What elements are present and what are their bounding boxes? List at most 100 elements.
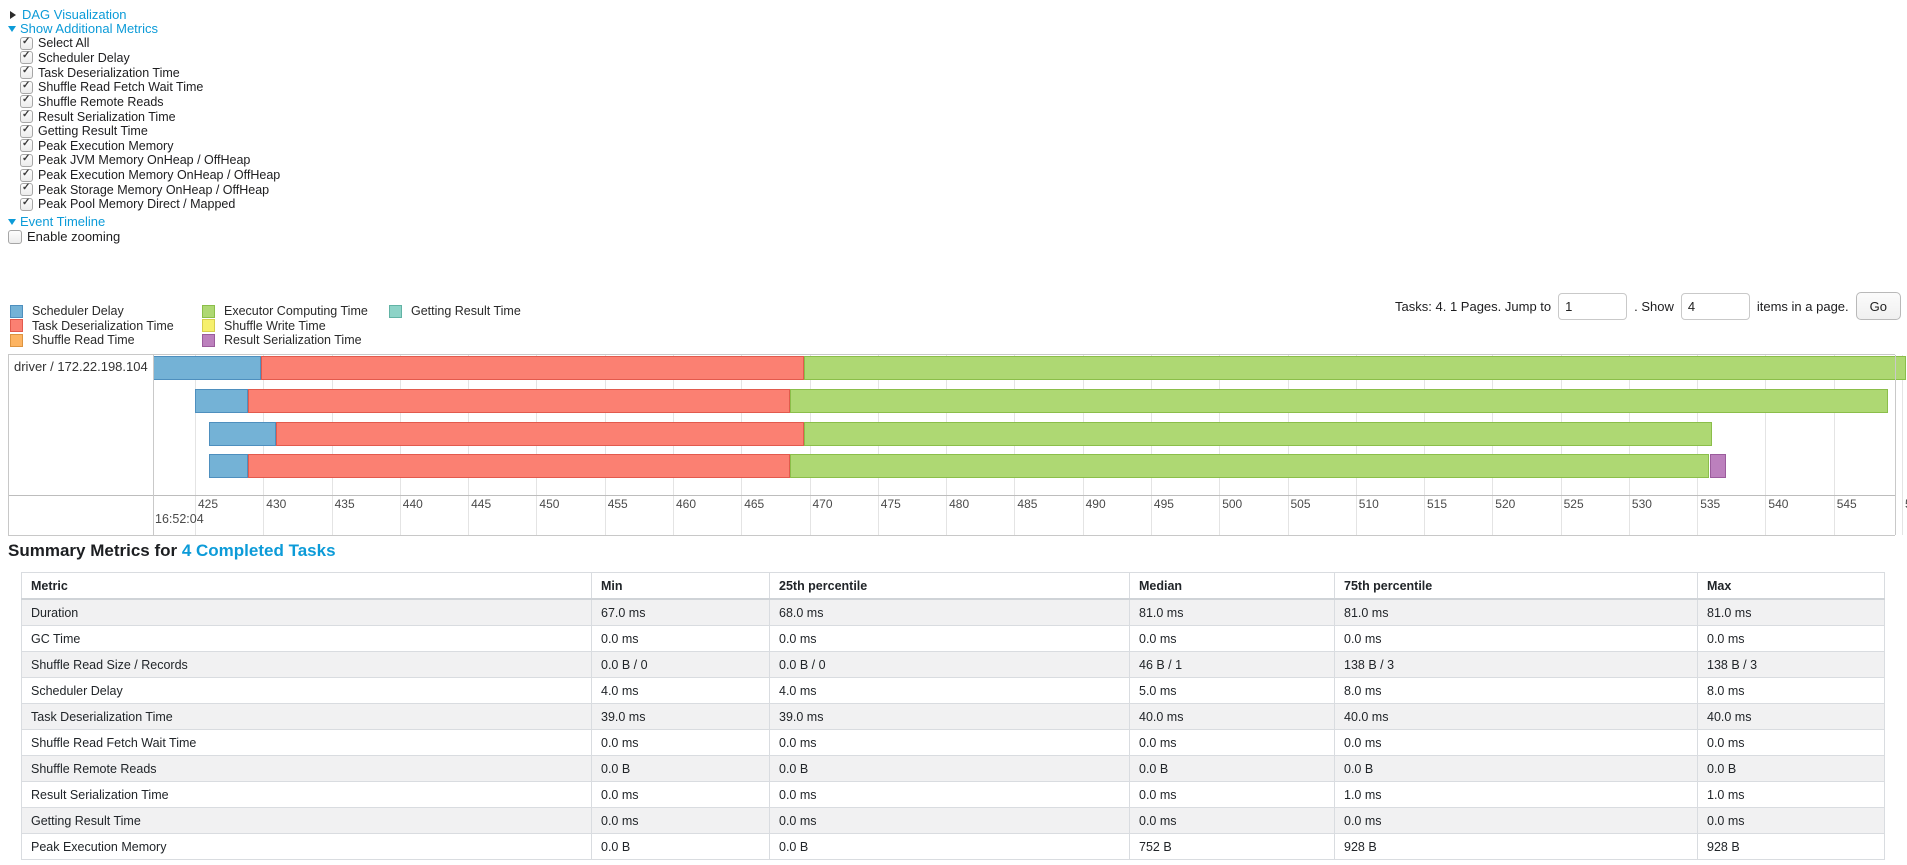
metric-list-item: Peak Execution Memory xyxy=(20,138,280,153)
table-row: Result Serialization Time 0.0 ms 0.0 ms 0.0… xyxy=(21,781,1885,808)
timeline-axis-line xyxy=(9,495,1895,496)
task-bar-segment-task-deserialization[interactable] xyxy=(275,421,805,446)
collapsed-arrow-icon xyxy=(10,10,16,19)
task-bar-segment-executor-computing[interactable] xyxy=(804,421,1713,446)
table-row: GC Time 0.0 ms 0.0 ms 0.0 ms 0.0 ms 0.0 ms xyxy=(21,625,1885,652)
metric-checkbox[interactable] xyxy=(20,109,33,124)
items-per-page-input[interactable] xyxy=(1680,292,1750,320)
show-additional-metrics-toggle[interactable]: Show Additional Metrics xyxy=(8,21,158,36)
executor-label-cell: driver / 172.22.198.104 xyxy=(9,355,153,495)
metric-checkbox-label: Peak Execution Memory OnHeap / OffHeap xyxy=(38,168,281,183)
axis-tick-label: 430 xyxy=(266,497,287,511)
table-cell: 138 B / 3 xyxy=(1697,651,1885,678)
table-cell: 67.0 ms xyxy=(591,598,770,626)
task-bar-segment-task-deserialization[interactable] xyxy=(248,454,791,478)
axis-tick-label: 495 xyxy=(1153,497,1174,511)
axis-tick-label: 455 xyxy=(607,497,628,511)
task-bar-segment-executor-computing[interactable] xyxy=(804,356,1907,380)
metric-checkbox[interactable] xyxy=(20,168,33,182)
result-serialization-swatch-icon xyxy=(202,333,215,347)
scheduler-delay-swatch-icon xyxy=(10,304,23,318)
task-bar-segment-executor-computing[interactable] xyxy=(790,389,1889,413)
table-header-cell: 75th percentile xyxy=(1334,572,1698,600)
legend-label: Scheduler Delay xyxy=(32,304,124,319)
table-row: Task Deserialization Time 39.0 ms 39.0 ms 4… xyxy=(21,703,1885,730)
axis-gridline xyxy=(1902,355,1903,535)
summary-title-prefix: Summary Metrics for xyxy=(8,541,182,560)
metric-checkbox[interactable] xyxy=(20,80,33,94)
table-cell: 40.0 ms xyxy=(1697,703,1885,730)
axis-tick-label: 485 xyxy=(1017,497,1038,511)
table-cell: 0.0 ms xyxy=(769,781,1130,808)
summary-metrics-title: Summary Metrics for 4 Completed Tasks xyxy=(8,541,336,561)
metric-checkbox-label: Result Serialization Time xyxy=(38,109,176,124)
axis-tick-label: 440 xyxy=(402,497,423,511)
task-bar-segment-task-deserialization[interactable] xyxy=(260,356,804,380)
table-cell: 5.0 ms xyxy=(1129,677,1335,704)
enable-zooming-checkbox[interactable] xyxy=(8,229,22,244)
metric-checkbox[interactable] xyxy=(20,65,33,80)
metric-checkbox-label: Peak JVM Memory OnHeap / OffHeap xyxy=(38,153,251,168)
table-body: Duration 67.0 ms 68.0 ms 81.0 ms 81.0 ms 81.0… xyxy=(21,598,1885,860)
task-bar-segment-scheduler-delay[interactable] xyxy=(153,356,261,380)
axis-tick-label: 510 xyxy=(1358,497,1379,511)
metric-checkbox-label: Peak Execution Memory xyxy=(38,138,174,153)
metric-checkbox[interactable] xyxy=(20,138,33,153)
task-bar-segment-task-deserialization[interactable] xyxy=(248,389,791,413)
task-bar-segment-scheduler-delay[interactable] xyxy=(208,454,249,478)
legend-label: Executor Computing Time xyxy=(224,304,368,319)
axis-tick-label: 505 xyxy=(1290,497,1311,511)
metric-list-item: Peak Execution Memory OnHeap / OffHeap xyxy=(20,168,280,183)
axis-gridline xyxy=(1765,355,1767,535)
metric-checkbox[interactable] xyxy=(20,197,33,211)
jump-to-page-input[interactable] xyxy=(1558,292,1628,320)
dag-visualization-link[interactable]: DAG Visualization xyxy=(22,7,127,22)
table-header-cell: 25th percentile xyxy=(769,572,1130,600)
table-cell: 0.0 ms xyxy=(1697,807,1885,834)
table-cell: 0.0 B xyxy=(591,755,770,782)
legend-item: Task Deserialization Time xyxy=(10,319,174,334)
axis-tick-label: 435 xyxy=(334,497,355,511)
table-cell: 0.0 ms xyxy=(591,807,770,834)
axis-gridline xyxy=(1833,355,1835,535)
table-cell: 0.0 ms xyxy=(1129,807,1335,834)
axis-tick-label: 525 xyxy=(1563,497,1584,511)
table-cell: Duration xyxy=(21,598,592,626)
axis-tick-label: 535 xyxy=(1700,497,1721,511)
table-cell: Scheduler Delay xyxy=(21,677,592,704)
event-timeline-link[interactable]: Event Timeline xyxy=(20,214,106,229)
table-cell: 46 B / 1 xyxy=(1129,651,1335,678)
task-bar-segment-executor-computing[interactable] xyxy=(790,454,1710,478)
shuffle-read-swatch-icon xyxy=(10,333,23,347)
axis-tick-label: 425 xyxy=(198,497,219,511)
shuffle-write-swatch-icon xyxy=(202,319,215,333)
table-cell: 0.0 ms xyxy=(591,781,770,808)
task-bar-segment-scheduler-delay[interactable] xyxy=(195,389,249,413)
metric-checkbox[interactable] xyxy=(20,182,33,197)
metric-checkbox[interactable] xyxy=(20,124,33,138)
show-additional-metrics-link[interactable]: Show Additional Metrics xyxy=(20,21,159,36)
metric-checkbox[interactable] xyxy=(20,94,33,109)
table-cell: 40.0 ms xyxy=(1334,703,1698,730)
metric-list-item: Getting Result Time xyxy=(20,124,280,139)
metric-checkbox[interactable] xyxy=(20,50,33,65)
metric-checkbox[interactable] xyxy=(20,153,33,167)
completed-tasks-link[interactable]: 4 Completed Tasks xyxy=(181,541,336,560)
legend-item: Executor Computing Time xyxy=(202,304,368,319)
timeline-bars-area: 425 430 435 440 445 450 455 460 465 470 475 480 485 4… xyxy=(153,355,1907,535)
table-cell: Result Serialization Time xyxy=(21,781,592,808)
table-cell: Shuffle Read Size / Records xyxy=(21,651,592,678)
table-cell: 0.0 ms xyxy=(1334,807,1698,834)
table-cell: 40.0 ms xyxy=(1129,703,1335,730)
dag-visualization-toggle[interactable]: DAG Visualization xyxy=(8,7,127,22)
event-timeline-toggle[interactable]: Event Timeline xyxy=(8,214,105,229)
table-cell: Task Deserialization Time xyxy=(21,703,592,730)
metric-checkbox[interactable] xyxy=(20,36,33,50)
task-bar-segment-scheduler-delay[interactable] xyxy=(208,421,276,446)
task-bar-segment-result-serialization[interactable] xyxy=(1709,454,1726,478)
legend-column: Getting Result Time xyxy=(389,304,521,319)
legend-label: Shuffle Write Time xyxy=(224,318,326,333)
table-header-row: Metric Min 25th percentile Median 75th perce… xyxy=(21,572,1885,600)
go-button[interactable]: Go xyxy=(1855,292,1901,320)
